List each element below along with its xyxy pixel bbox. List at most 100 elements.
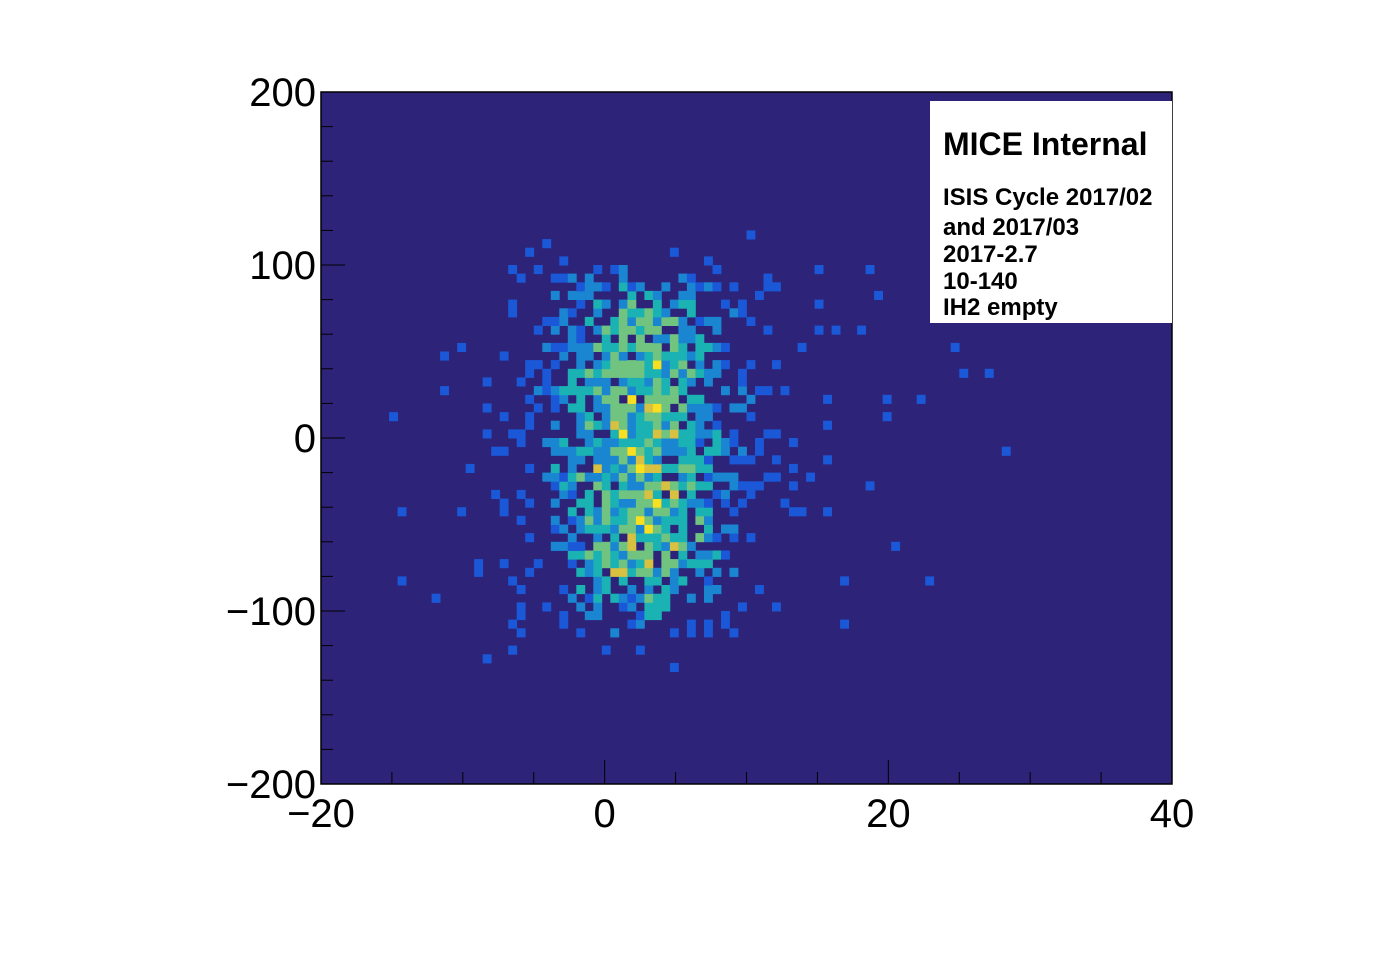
heatmap-cell (440, 351, 449, 361)
heatmap-cell (814, 325, 824, 335)
heatmap-cell (601, 498, 611, 508)
heatmap-cell (721, 619, 730, 629)
heatmap-cell (686, 394, 696, 404)
heatmap-cell (652, 351, 662, 361)
heatmap-cell (652, 368, 662, 378)
heatmap-cell (635, 429, 645, 439)
heatmap-cell (593, 611, 603, 621)
heatmap-cell (618, 403, 628, 413)
heatmap-cell (610, 507, 620, 517)
heatmap-cell (704, 412, 713, 422)
heatmap-cell (550, 360, 560, 370)
heatmap-cell (610, 463, 620, 473)
heatmap-cell (584, 507, 594, 517)
heatmap-cell (635, 368, 645, 378)
heatmap-cell (627, 299, 637, 309)
heatmap-cell (533, 265, 543, 275)
heatmap-cell (695, 559, 705, 569)
heatmap-cell (661, 602, 671, 612)
heatmap-cell (823, 394, 832, 404)
heatmap-cell (576, 524, 586, 534)
heatmap-cell (797, 507, 807, 517)
heatmap-cell (704, 515, 713, 525)
heatmap-cell (576, 567, 586, 577)
heatmap-cell (516, 429, 526, 439)
heatmap-cell (652, 541, 662, 551)
heatmap-cell (576, 325, 586, 335)
heatmap-cell (738, 299, 747, 309)
heatmap-cell (686, 290, 696, 300)
heatmap-cell (652, 334, 662, 344)
heatmap-cell (593, 541, 603, 551)
heatmap-cell (550, 481, 560, 491)
heatmap-cell (542, 438, 552, 448)
heatmap-cell (661, 541, 671, 551)
heatmap-cell (823, 455, 832, 465)
heatmap-cell (678, 533, 688, 543)
heatmap-cell (669, 368, 679, 378)
heatmap-cell (661, 567, 671, 577)
heatmap-cell (610, 325, 620, 335)
heatmap-cell (593, 420, 603, 430)
heatmap-cell (746, 316, 756, 326)
heatmap-cell (652, 576, 662, 586)
heatmap-cell (576, 403, 586, 413)
heatmap-cell (593, 533, 603, 543)
heatmap-cell (712, 533, 722, 543)
heatmap-cell (712, 585, 722, 595)
heatmap-cell (618, 489, 628, 499)
heatmap-cell (593, 550, 603, 560)
heatmap-cell (721, 446, 730, 456)
heatmap-cell (559, 273, 569, 283)
heatmap-cell (627, 463, 637, 473)
heatmap-cell (567, 377, 577, 387)
heatmap-cell (729, 481, 739, 491)
heatmap-cell (729, 308, 739, 318)
heatmap-cell (601, 334, 611, 344)
heatmap-cell (593, 377, 603, 387)
heatmap-cell (610, 515, 620, 525)
heatmap-cell (712, 325, 722, 335)
heatmap-cell (559, 541, 569, 551)
heatmap-cell (746, 230, 756, 240)
heatmap-cell (559, 619, 569, 629)
heatmap-cell (627, 368, 637, 378)
heatmap-cell (712, 342, 722, 352)
heatmap-cell (814, 265, 824, 275)
heatmap-cell (610, 351, 620, 361)
heatmap-cell (644, 386, 654, 396)
heatmap-cell (686, 619, 696, 629)
heatmap-cell (652, 515, 662, 525)
heatmap-cell (746, 360, 756, 370)
heatmap-cell (678, 403, 688, 413)
heatmap-cell (704, 429, 713, 439)
heatmap-cell (857, 325, 866, 335)
heatmap-cell (610, 394, 620, 404)
heatmap-cell (559, 489, 569, 499)
heatmap-cell (601, 403, 611, 413)
heatmap-cell (712, 265, 722, 275)
heatmap-cell (627, 325, 637, 335)
heatmap-cell (695, 455, 705, 465)
heatmap-cell (678, 368, 688, 378)
heatmap-cell (610, 541, 620, 551)
heatmap-cell (610, 628, 620, 638)
heatmap-cell (584, 412, 594, 422)
heatmap-cell (635, 316, 645, 326)
heatmap-cell (695, 334, 705, 344)
heatmap-cell (635, 351, 645, 361)
heatmap-cell (584, 524, 594, 534)
heatmap-cell (695, 429, 705, 439)
heatmap-cell (644, 368, 654, 378)
heatmap-cell (516, 611, 526, 621)
heatmap-cell (661, 420, 671, 430)
heatmap-cells (389, 230, 1011, 672)
heatmap-cell (704, 377, 713, 387)
heatmap-cell (763, 325, 773, 335)
heatmap-cell (695, 481, 705, 491)
heatmap-cell (525, 498, 535, 508)
heatmap-cell (635, 325, 645, 335)
heatmap-cell (559, 438, 569, 448)
heatmap-cell (652, 611, 662, 621)
